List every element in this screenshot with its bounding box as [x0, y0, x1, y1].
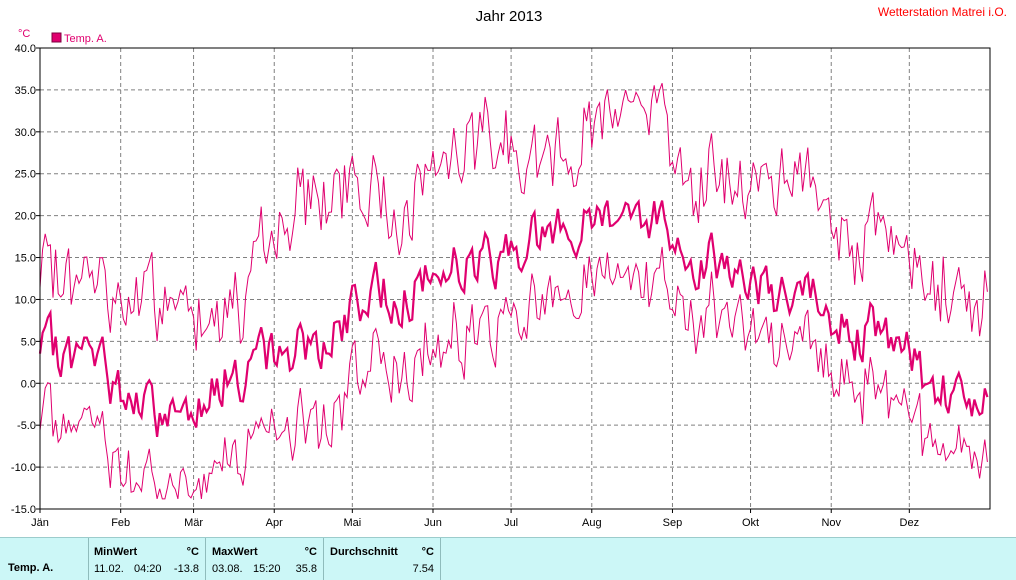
x-tick-label: Jän	[31, 517, 49, 529]
y-axis-unit: °C	[18, 28, 30, 40]
y-tick-label: -5.0	[17, 420, 36, 432]
series-lines	[38, 83, 989, 500]
x-tick-label: Feb	[111, 517, 130, 529]
avg-unit: °C	[421, 546, 434, 558]
x-tick-label: Mai	[343, 517, 361, 529]
max-unit: °C	[304, 546, 317, 558]
y-tick-label: 30.0	[15, 127, 36, 139]
max-date: 03.08.	[212, 563, 243, 575]
x-tick-label: Jun	[424, 517, 442, 529]
y-tick-label: -10.0	[11, 462, 36, 474]
avg-cell: Durchschnitt °C 7.54	[324, 538, 441, 580]
y-tick-label: 5.0	[21, 336, 36, 348]
avg-header: Durchschnitt	[330, 546, 398, 558]
min-value: -13.8	[173, 563, 199, 575]
footer-row-label-cell: Temp. A.	[0, 538, 89, 580]
x-tick-label: Mär	[184, 517, 203, 529]
y-tick-label: 15.0	[15, 253, 36, 265]
max-time: 15:20	[253, 563, 281, 575]
x-tick-label: Okt	[742, 517, 759, 529]
temperature-chart: Jahr 2013 Wetterstation Matrei i.O. °C T…	[11, 5, 1007, 529]
y-tick-label: -15.0	[11, 504, 36, 516]
x-tick-label: Dez	[900, 517, 920, 529]
y-tick-label: 0.0	[21, 378, 36, 390]
legend-swatch	[51, 32, 62, 43]
y-ticks: 40.0 35.0 30.0 25.0 20.0 15.0 10.0 5.0 0.0 -5.0 -1…	[11, 43, 40, 516]
y-tick-label: 25.0	[15, 169, 36, 181]
series-max-line	[39, 83, 988, 351]
grid	[40, 48, 990, 509]
series-mean-line	[38, 198, 989, 438]
x-tick-label: Aug	[582, 517, 602, 529]
plot-frame	[39, 47, 991, 510]
min-header: MinWert	[94, 546, 138, 558]
x-tick-label: Nov	[821, 517, 841, 529]
footer-row-label: Temp. A.	[8, 562, 54, 574]
chart-title: Jahr 2013	[476, 8, 543, 25]
x-ticks: Jän Feb Mär Apr Mai Jun Jul Aug Sep Okt Nov Dez	[31, 509, 919, 529]
min-cell: MinWert °C 11.02. 04:20 -13.8	[89, 538, 206, 580]
max-header: MaxWert	[212, 546, 258, 558]
min-date: 11.02.	[94, 563, 124, 575]
x-tick-label: Apr	[266, 517, 283, 529]
y-tick-label: 35.0	[15, 85, 36, 97]
y-tick-label: 40.0	[15, 43, 36, 55]
x-tick-label: Sep	[663, 517, 683, 529]
y-tick-label: 10.0	[15, 294, 36, 306]
min-unit: °C	[186, 546, 199, 558]
avg-value: 7.54	[412, 563, 434, 575]
series-min-line	[39, 246, 988, 500]
stats-footer: Temp. A. MinWert °C 11.02. 04:20 -13.8 M…	[0, 537, 1016, 580]
station-name: Wetterstation Matrei i.O.	[878, 5, 1007, 19]
x-tick-label: Jul	[504, 517, 518, 529]
y-tick-label: 20.0	[15, 211, 36, 223]
min-time: 04:20	[134, 563, 162, 575]
legend-label: Temp. A.	[64, 33, 107, 45]
max-cell: MaxWert °C 03.08. 15:20 35.8	[206, 538, 324, 580]
max-value: 35.8	[295, 563, 317, 575]
